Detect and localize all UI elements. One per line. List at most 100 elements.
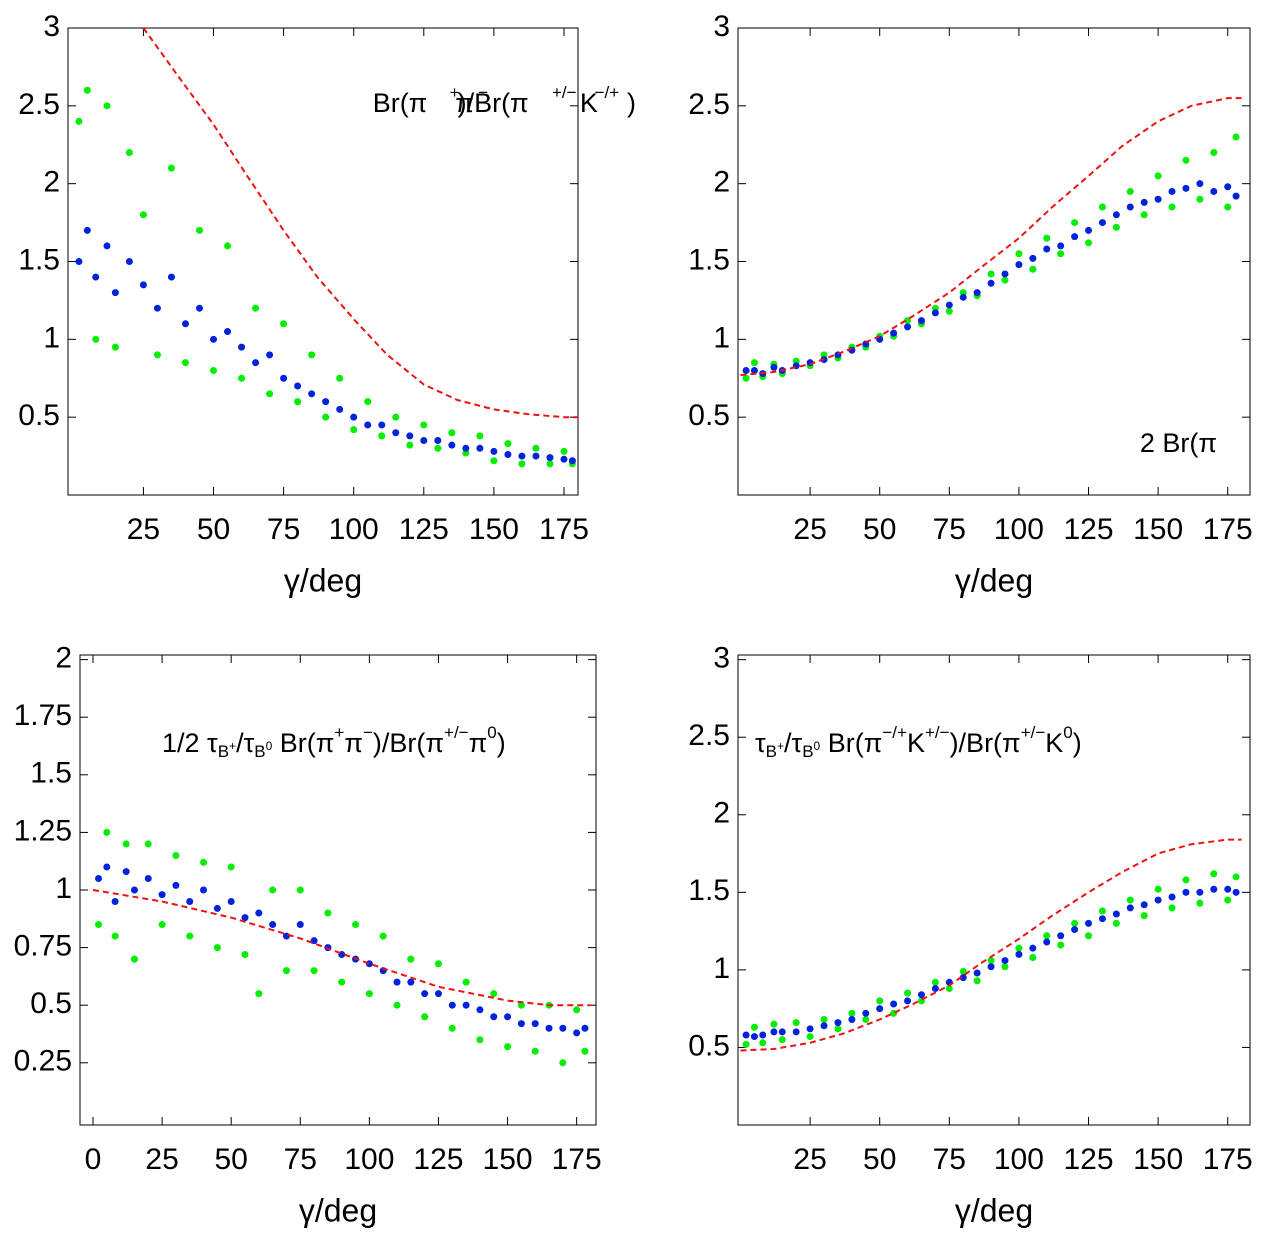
point	[1015, 261, 1023, 269]
point	[931, 984, 939, 992]
point	[393, 978, 401, 986]
point	[448, 441, 456, 449]
point	[806, 1025, 814, 1033]
x-tick-label: 75	[267, 513, 300, 546]
point	[1182, 184, 1190, 192]
point	[255, 909, 263, 917]
annotation: Br(π +π −)/Br(π +/− K−/+)	[373, 83, 636, 118]
point	[200, 886, 208, 894]
point	[759, 1039, 767, 1047]
x-tick-label: 175	[552, 1143, 602, 1176]
point	[987, 957, 995, 965]
point	[186, 898, 194, 906]
curve	[740, 838, 1242, 1052]
y-tick-label: 2	[713, 797, 730, 830]
point	[1043, 938, 1051, 946]
x-tick-label: 175	[1203, 513, 1253, 546]
y-tick-label: 1.75	[14, 699, 72, 732]
y-tick-label: 1.5	[688, 243, 730, 276]
point	[462, 978, 470, 986]
x-tick-label: 25	[127, 513, 160, 546]
point	[92, 335, 100, 343]
point	[848, 1009, 856, 1017]
y-tick-label: 2	[43, 166, 60, 199]
plot-frame	[737, 654, 1251, 1126]
y-tick-label: 2	[713, 166, 730, 199]
point	[820, 1022, 828, 1030]
y-tick-label: 0.5	[688, 399, 730, 432]
annotation-part: π	[455, 88, 474, 118]
point	[213, 944, 221, 952]
plot-area	[740, 838, 1242, 1052]
point	[945, 307, 953, 315]
plot-area	[740, 97, 1242, 382]
point	[269, 921, 277, 929]
point	[1057, 932, 1065, 940]
annotation-part: +	[450, 83, 460, 102]
point	[324, 909, 332, 917]
point	[308, 390, 316, 398]
point	[103, 863, 111, 871]
point	[931, 309, 939, 317]
annotation-part: +/−	[1021, 723, 1046, 742]
point	[280, 374, 288, 382]
point	[153, 351, 161, 359]
point	[336, 405, 344, 413]
x-axis-label: γ/deg	[284, 562, 362, 598]
annotation-part: )/Br(π	[458, 88, 529, 118]
annotation-part: /τ	[236, 728, 255, 758]
point	[973, 969, 981, 977]
y-tick-label: 3	[713, 642, 730, 675]
y-tick-label: 1.5	[688, 874, 730, 907]
point	[531, 1047, 539, 1055]
point	[1112, 919, 1120, 927]
point	[336, 374, 344, 382]
point	[406, 441, 414, 449]
point	[973, 977, 981, 985]
point	[213, 904, 221, 912]
point	[1043, 932, 1051, 940]
point	[448, 1024, 456, 1032]
point	[462, 1001, 470, 1009]
point	[195, 304, 203, 312]
point	[1015, 250, 1023, 258]
point	[379, 932, 387, 940]
point	[144, 874, 152, 882]
x-tick-label: 125	[1063, 513, 1113, 546]
point	[517, 1001, 525, 1009]
point	[1196, 180, 1204, 188]
point	[322, 413, 330, 421]
point	[1224, 885, 1232, 893]
point	[83, 226, 91, 234]
point	[532, 444, 540, 452]
point	[1224, 183, 1232, 191]
curve	[740, 97, 1242, 377]
point	[210, 335, 218, 343]
point	[987, 963, 995, 971]
annotation-part: −	[363, 723, 373, 742]
annotation-part: B	[802, 742, 813, 761]
point	[1168, 203, 1176, 211]
point	[1140, 901, 1148, 909]
point	[83, 86, 91, 94]
point	[227, 863, 235, 871]
point	[959, 293, 967, 301]
point	[308, 351, 316, 359]
y-tick-label: 1	[55, 872, 72, 905]
annotation-part: Br(π	[373, 88, 428, 118]
annotation-part: +/−	[552, 83, 577, 102]
point	[742, 366, 750, 374]
point	[1071, 233, 1079, 241]
point	[448, 1001, 456, 1009]
point	[130, 886, 138, 894]
annotation-part: π	[469, 728, 488, 758]
point	[1098, 219, 1106, 227]
point	[238, 374, 246, 382]
annotation-part: +	[777, 739, 784, 753]
x-tick-label: 100	[994, 1143, 1044, 1176]
x-tick-label: 125	[1063, 1143, 1113, 1176]
point	[476, 1036, 484, 1044]
x-tick-label: 150	[469, 513, 519, 546]
point	[490, 447, 498, 455]
y-tick-label: 2.5	[18, 88, 60, 121]
